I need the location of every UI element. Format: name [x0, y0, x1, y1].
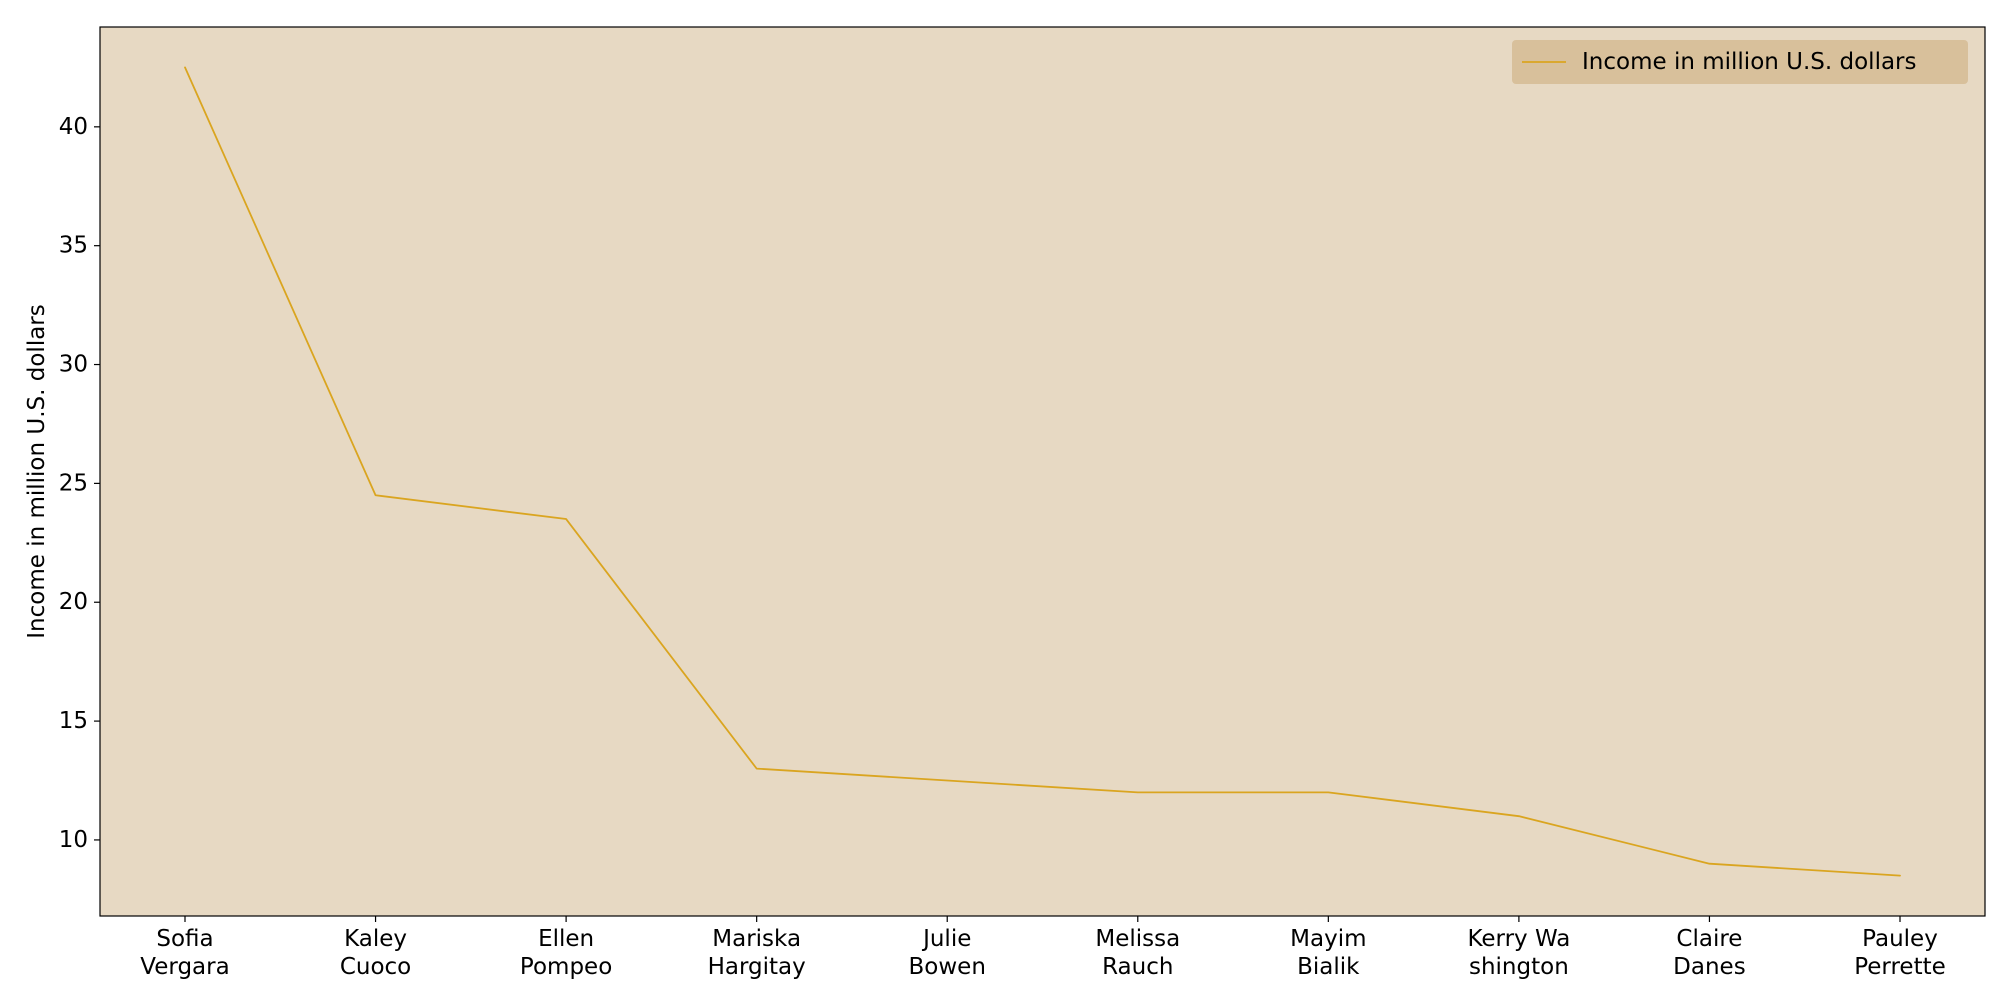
y-tick-label: 30	[59, 352, 88, 378]
y-axis: 10 15 20 25 30 35 40	[59, 114, 100, 853]
y-tick-label: 15	[59, 708, 88, 734]
plot-frame	[99, 26, 1986, 917]
x-tick-label-line: Melissa	[1095, 926, 1180, 952]
x-tick-label-line: Bialik	[1297, 954, 1360, 980]
plot-area	[100, 27, 1985, 916]
legend-label: Income in million U.S. dollars	[1582, 49, 1917, 75]
y-tick-label: 35	[59, 233, 88, 259]
x-tick-label-line: Kaley	[344, 926, 407, 952]
x-tick-label-line: Julie	[921, 926, 971, 952]
legend: Income in million U.S. dollars	[1512, 40, 1968, 84]
x-tick-label-line: Perrette	[1854, 954, 1946, 980]
x-tick-label-line: Hargitay	[708, 954, 806, 980]
y-tick-label: 40	[59, 114, 88, 140]
series-lines	[184, 66, 1901, 877]
x-tick-label-line: Pompeo	[520, 954, 612, 980]
x-tick-label-line: shington	[1469, 954, 1569, 980]
y-tick-label: 20	[59, 589, 88, 615]
x-tick-label-line: Sofia	[156, 926, 213, 952]
x-tick-label-line: Mariska	[712, 926, 801, 952]
series-line	[184, 66, 1901, 877]
x-tick-label-line: Ellen	[538, 926, 594, 952]
y-tick-label: 10	[59, 827, 88, 853]
y-axis-title: Income in million U.S. dollars	[24, 304, 50, 639]
x-tick-label-line: Kerry Wa	[1467, 926, 1570, 952]
x-tick-label-line: Rauch	[1102, 954, 1173, 980]
x-tick-label-line: Bowen	[909, 954, 986, 980]
x-tick-label-line: Vergara	[140, 954, 229, 980]
x-tick-label-line: Pauley	[1862, 926, 1938, 952]
legend-box	[1512, 40, 1968, 84]
x-tick-label-line: Claire	[1676, 926, 1742, 952]
x-tick-label-line: Danes	[1673, 954, 1746, 980]
y-tick-label: 25	[59, 470, 88, 496]
x-tick-label-line: Cuoco	[340, 954, 411, 980]
x-tick-label-line: Mayim	[1290, 926, 1366, 952]
